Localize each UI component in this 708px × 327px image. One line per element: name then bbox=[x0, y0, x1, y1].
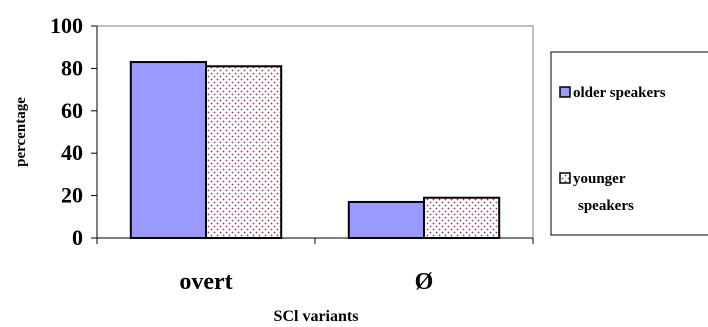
y-tick-label: 100 bbox=[50, 13, 83, 38]
legend-label: older speakers bbox=[573, 85, 666, 101]
legend-box bbox=[550, 51, 708, 236]
legend-label: speakers bbox=[578, 198, 634, 214]
legend-swatch bbox=[559, 86, 571, 98]
legend: older speakers younger speakers bbox=[559, 85, 666, 214]
bar-older-0 bbox=[129, 61, 207, 240]
y-tick-label: 20 bbox=[61, 183, 83, 208]
bars bbox=[129, 61, 501, 240]
x-axis-title: SCl variants bbox=[274, 308, 359, 325]
bar-younger-0 bbox=[205, 65, 283, 239]
y-tick-label: 40 bbox=[61, 140, 83, 165]
y-tick-label: 0 bbox=[72, 225, 83, 250]
y-tick-label: 80 bbox=[61, 55, 83, 80]
legend-swatch bbox=[559, 172, 571, 184]
legend-label: younger bbox=[573, 171, 626, 187]
y-tick-label: 60 bbox=[61, 98, 83, 123]
x-axis-ticks: overt Ø bbox=[96, 238, 534, 295]
x-category-label: Ø bbox=[415, 269, 434, 295]
x-category-label: overt bbox=[179, 269, 232, 295]
y-axis-ticks: 0 20 40 60 80 100 bbox=[50, 13, 97, 250]
bar-younger-1 bbox=[423, 196, 501, 239]
y-axis-title: percentage bbox=[13, 97, 29, 167]
bar-older-1 bbox=[347, 200, 426, 240]
